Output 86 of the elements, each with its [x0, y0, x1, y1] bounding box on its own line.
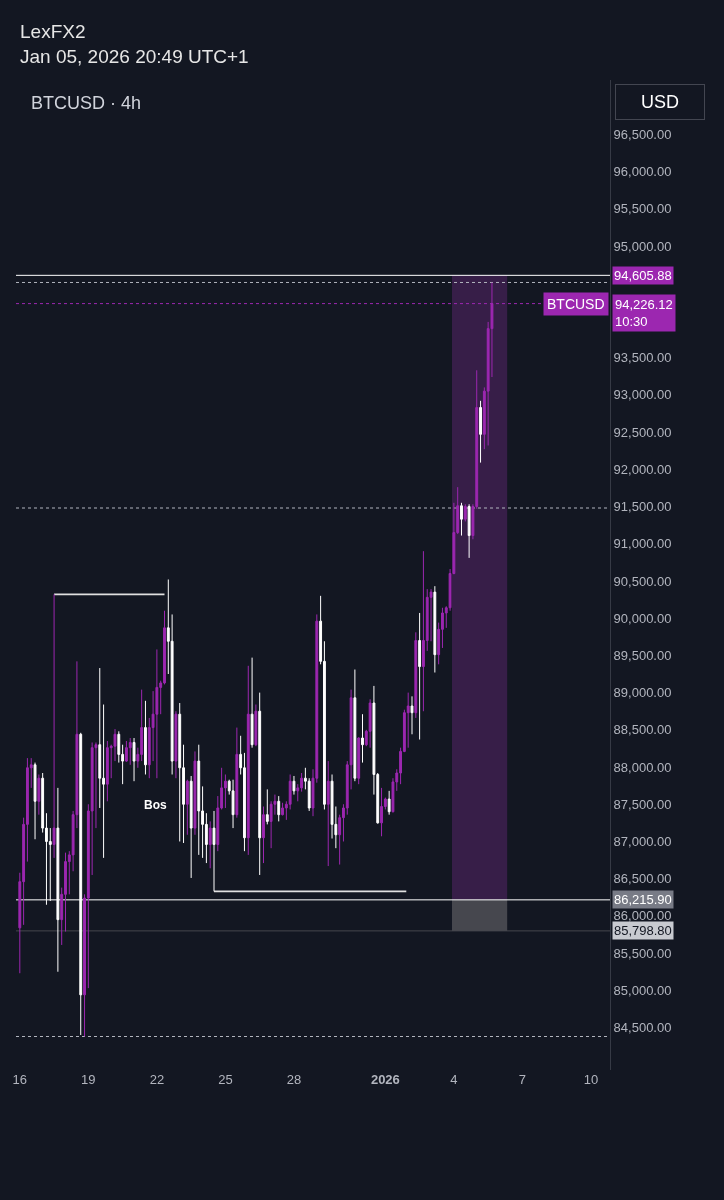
y-tick-label: 89,000.00	[613, 685, 672, 701]
candlestick	[254, 704, 258, 747]
x-tick-label: 25	[218, 1072, 233, 1087]
candlestick	[410, 695, 414, 735]
candlestick	[326, 760, 330, 867]
x-tick-label: 19	[81, 1072, 96, 1087]
candlestick	[212, 810, 216, 892]
x-tick-label: 2026	[370, 1072, 400, 1087]
y-tick-label: 87,000.00	[613, 834, 672, 850]
y-tick-label: 96,000.00	[613, 164, 672, 180]
ref-line-label: 94,226.12 10:30	[615, 297, 673, 329]
ref-line-label: 86,215.90	[614, 892, 672, 907]
candlestick	[174, 710, 178, 779]
candlestick	[460, 502, 463, 537]
y-tick-label: 91,000.00	[613, 536, 672, 552]
x-tick-label: 22	[149, 1072, 165, 1087]
candlestick	[361, 713, 364, 764]
candlestick	[414, 631, 418, 719]
y-tick-label: 92,500.00	[613, 424, 672, 440]
y-tick-label: 95,000.00	[613, 238, 672, 254]
candlestick	[235, 727, 239, 819]
y-tick-label: 88,500.00	[613, 722, 672, 738]
x-tick-label: 16	[12, 1072, 28, 1087]
candlestick	[258, 692, 262, 876]
candlestick	[357, 736, 361, 785]
x-tick-label: 10	[583, 1072, 599, 1087]
candlestick	[467, 503, 471, 559]
candlestick	[262, 806, 265, 864]
candlestick	[208, 820, 212, 869]
candlestick	[246, 665, 250, 856]
candlestick	[128, 737, 132, 766]
y-tick-label: 85,500.00	[613, 945, 672, 961]
y-tick-label: 90,500.00	[613, 573, 672, 589]
candlestick	[197, 744, 201, 856]
annotation: BTCUSD	[547, 296, 605, 312]
ref-line-label: 94,605.88	[614, 268, 672, 283]
candlestick	[185, 779, 189, 836]
y-tick-label: 89,500.00	[613, 647, 672, 663]
candlestick	[281, 802, 284, 816]
x-tick-label: 4	[450, 1072, 458, 1087]
candlestick	[250, 657, 254, 749]
y-tick-label: 95,500.00	[613, 201, 672, 217]
candlestick	[52, 593, 56, 859]
candlestick	[105, 740, 109, 802]
candlestick	[418, 612, 422, 740]
y-tick-label: 96,500.00	[613, 126, 672, 142]
candlestick	[433, 585, 437, 674]
text: BTCUSD · 4h	[31, 93, 142, 114]
candlestick	[479, 400, 482, 464]
y-axis-title: USD	[640, 92, 680, 112]
candlestick	[387, 790, 391, 816]
y-tick-label: 93,000.00	[613, 387, 672, 403]
x-tick-label: 7	[518, 1072, 527, 1087]
annotation: Bos	[144, 798, 167, 812]
candlestick	[380, 787, 383, 837]
y-tick-label: 88,000.00	[613, 759, 672, 775]
candlestick	[124, 740, 128, 763]
candlestick	[193, 750, 197, 836]
ref-line-label: 85,798.80	[614, 923, 672, 938]
candlestick	[277, 795, 281, 822]
y-tick-label: 86,000.00	[613, 908, 672, 924]
candlestick	[368, 698, 372, 749]
y-tick-label: 85,000.00	[613, 982, 672, 998]
y-tick-label: 90,000.00	[613, 610, 672, 626]
y-tick-label: 84,500.00	[613, 1020, 672, 1036]
candlestick	[463, 503, 467, 522]
candlestick	[421, 550, 425, 712]
candlestick	[144, 700, 147, 775]
y-tick-label: 91,500.00	[613, 499, 672, 515]
candlestick	[292, 775, 296, 796]
candlestick	[33, 762, 37, 840]
y-tick-label: 93,500.00	[613, 350, 672, 366]
candlestick	[265, 788, 269, 825]
candlestick	[178, 702, 182, 842]
candlestick	[37, 773, 41, 816]
candlestick	[406, 692, 410, 749]
candlestick	[353, 669, 357, 782]
y-tick-label: 92,000.00	[613, 461, 672, 477]
candlestick	[132, 737, 136, 782]
chart-subtitle: LexFX2 Jan 05, 2026 20:49 UTC+1	[20, 21, 249, 67]
y-tick-label: 87,500.00	[613, 796, 672, 812]
y-tick-label: 86,500.00	[613, 871, 672, 887]
x-tick-label: 28	[286, 1072, 302, 1087]
candlestick	[189, 775, 193, 879]
candlestick	[231, 779, 235, 829]
candlestick	[155, 648, 159, 779]
